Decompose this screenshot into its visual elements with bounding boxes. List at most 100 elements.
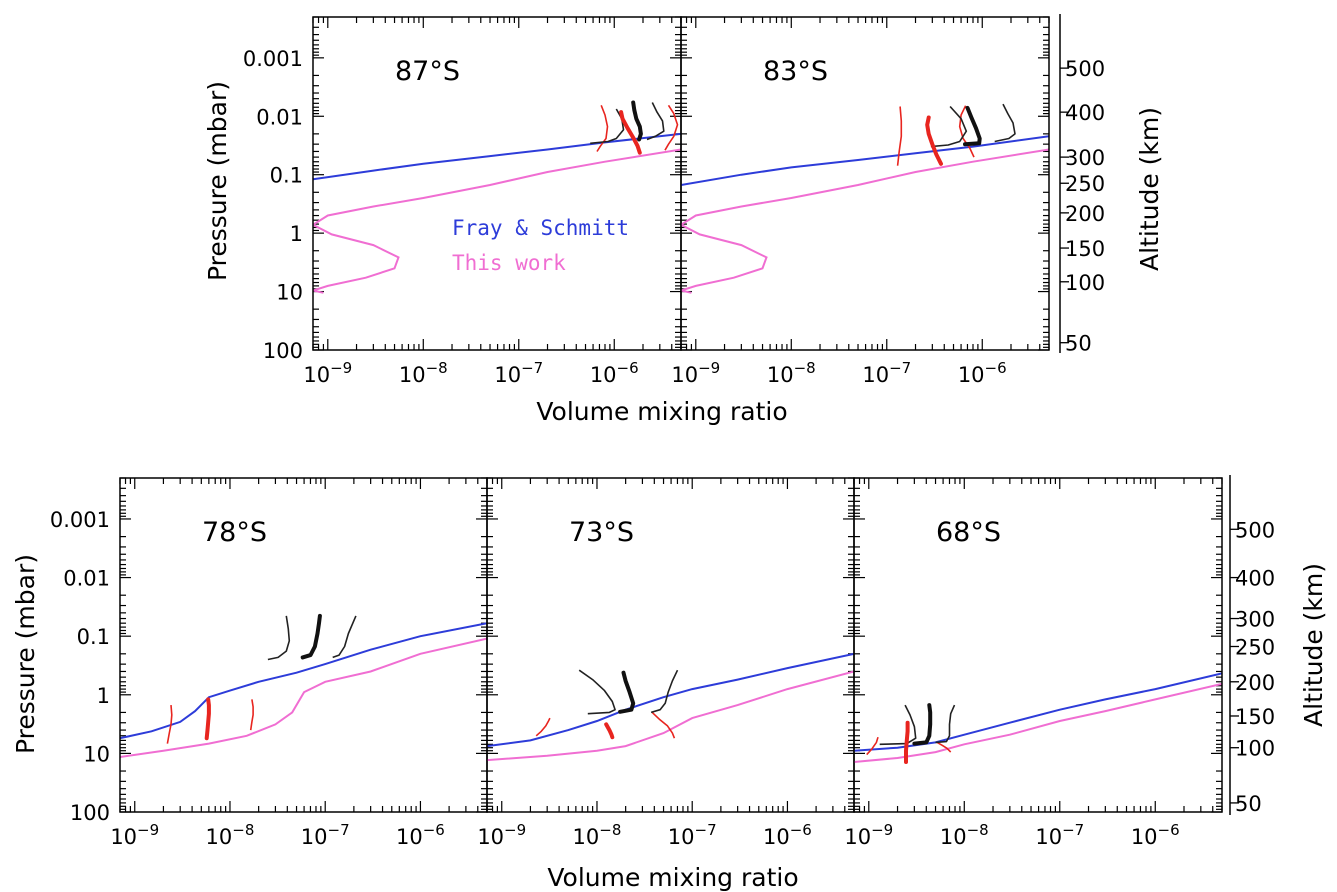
profile-thick [604,722,615,740]
altitude-tick-label: 50 [1235,792,1262,816]
altitude-tick-label: 200 [1065,202,1105,226]
altitude-tick-label: 100 [1235,737,1275,761]
y-tick-label: 0.1 [77,625,110,649]
series-line [681,148,1049,294]
legend-label-fray-schmitt: Fray & Schmitt [452,216,629,240]
altitude-tick-label: 300 [1235,608,1275,632]
profile-thick [912,703,933,746]
profile-thin [958,105,975,158]
profile-thin [879,704,917,746]
profile-thin [664,104,679,151]
altitude-tick-label: 150 [1065,237,1105,261]
x-tick-label: 10−6 [590,359,639,387]
x-tick-label: 10−6 [958,359,1007,387]
x-tick-label: 10−6 [1131,821,1180,849]
altitude-tick-label: 150 [1235,705,1275,729]
plot-area [313,100,681,294]
series-line [313,132,681,181]
profile-thick [963,105,982,147]
x-tick-label: 10−6 [396,821,445,849]
profile-thick [618,670,636,714]
altitude-tick-label: 500 [1235,518,1275,542]
y-tick-label: 0.01 [63,567,110,591]
profile-thick [904,720,910,764]
plot-area [487,652,854,762]
y-tick-label: 100 [263,339,303,363]
x-tick-label: 10−7 [494,359,543,387]
panel-78S: 10−9 10−8 10−7 10−6 0.001 0.01 0.1 1 10 100 78°S [50,477,488,849]
altitude-tick-label: 500 [1065,57,1105,81]
y-tick-label: 0.1 [270,164,303,188]
profile-thin [896,106,903,166]
profile-thin [166,705,173,744]
altitude-tick-label: 200 [1235,671,1275,695]
plot-area [681,103,1049,294]
x-axis-title-top: Volume mixing ratio [536,397,787,426]
panel-68S: 10−9 10−8 10−7 10−6 68°S 500 400 300 250 200 150 10… [844,475,1275,849]
profile-thick [300,613,322,660]
profile-thin [267,615,291,661]
profile-thin [650,669,679,714]
x-tick-label: 10−7 [1035,821,1084,849]
profile-thin [936,741,952,753]
panels-layer: 10−9 10−8 10−7 10−60.0010.010.111010087°S10… [50,14,1275,849]
y-tick-label: 0.001 [243,47,303,71]
y-tick-label: 1 [97,684,110,708]
x-axis-title-bottom: Volume mixing ratio [547,863,798,892]
plot-area [120,613,487,758]
altitude-tick-label: 100 [1065,271,1105,295]
series-line [120,622,487,740]
panel-latitude-label: 83°S [763,56,828,87]
altitude-axis-title-top: Altitude (km) [1135,107,1164,271]
x-tick-label: 10−9 [671,359,720,387]
x-tick-label: 10−9 [303,359,352,387]
plot-area [854,672,1222,764]
x-tick-label: 10−7 [301,821,350,849]
profile-thin [866,736,879,756]
x-tick-label: 10−8 [940,821,989,849]
x-tick-label: 10−8 [206,821,255,849]
profile-thin [646,102,665,141]
profile-thin [994,103,1016,143]
series-line [854,672,1222,752]
x-tick-label: 10−8 [399,359,448,387]
y-tick-label: 10 [83,742,110,766]
y-tick-label: 0.01 [256,105,303,129]
altitude-tick-label: 400 [1065,101,1105,125]
y-tick-label: 0.001 [50,508,110,532]
profile-thin [578,669,616,715]
x-tick-label: 10−7 [668,821,717,849]
profile-thin [332,615,357,659]
series-line [487,652,854,748]
x-tick-label: 10−9 [844,821,893,849]
altitude-axis-title-bottom: Altitude (km) [1299,563,1328,727]
altitude-tick-label: 50 [1065,332,1092,356]
profile-thin [930,105,968,148]
panel-87S: 10−9 10−8 10−7 10−6 0.001 0.01 0.1 1 10 100 87°S [243,16,682,387]
profile-thick [925,115,943,166]
panel-frame [486,477,855,813]
panel-73S: 10−9 10−8 10−7 10−6 73°S [477,477,855,849]
altitude-tick-label: 400 [1235,567,1275,591]
profile-thin [651,711,676,739]
series-line [681,135,1049,186]
x-tick-label: 10−9 [110,821,159,849]
altitude-tick-label: 250 [1235,635,1275,659]
y-axis-title-top: Pressure (mbar) [203,81,232,281]
y-axis-title-bottom: Pressure (mbar) [11,554,40,754]
panel-latitude-label: 78°S [202,517,267,548]
x-tick-label: 10−8 [573,821,622,849]
series-line [313,148,681,294]
legend-label-this-work: This work [452,251,566,275]
panel-frame [680,16,1050,351]
profile-thin [535,717,551,737]
y-tick-label: 10 [276,281,303,305]
panel-frame [853,477,1223,813]
panel-latitude-label: 73°S [569,517,634,548]
profile-thin [249,699,254,731]
panel-latitude-label: 68°S [936,517,1001,548]
profile-thin [596,105,609,152]
altitude-tick-label: 250 [1065,172,1105,196]
